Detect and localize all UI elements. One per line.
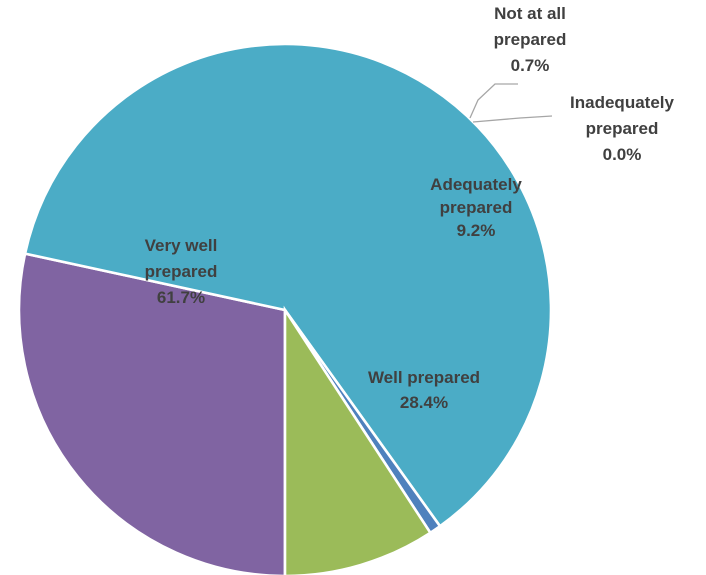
data-label-line: prepared <box>145 262 218 281</box>
data-label-line: Not at all <box>494 4 566 23</box>
data-label-line: prepared <box>586 119 659 138</box>
data-label-adequately-prepared: Adequately prepared 9.2% <box>430 175 522 240</box>
data-label-line: 9.2% <box>457 221 496 240</box>
leader-line-not-at-all-prepared <box>469 83 518 119</box>
pie-slices <box>17 42 553 575</box>
slice-well-prepared <box>17 252 287 575</box>
data-label-line: prepared <box>440 198 513 217</box>
data-label-line: Well prepared <box>368 368 480 387</box>
slice-labels: Well prepared 28.4% Very well prepared 61.7%… <box>145 4 675 412</box>
leader-line-inadequately-prepared <box>472 115 553 123</box>
slice-very-well-prepared <box>23 42 553 528</box>
data-label-line: 28.4% <box>400 393 448 412</box>
data-label-not-at-all-prepared: Not at all prepared 0.7% <box>494 4 567 75</box>
data-label-line: Very well <box>145 236 218 255</box>
data-label-line: prepared <box>494 30 567 49</box>
data-label-line: Adequately <box>430 175 522 194</box>
data-label-line: Inadequately <box>570 93 674 112</box>
data-label-inadequately-prepared: Inadequately prepared 0.0% <box>570 93 674 164</box>
data-label-line: 0.7% <box>511 56 550 75</box>
data-label-well-prepared: Well prepared 28.4% <box>368 368 480 412</box>
data-label-line: 0.0% <box>603 145 642 164</box>
data-label-very-well-prepared: Very well prepared 61.7% <box>145 236 218 307</box>
slice-adequately-prepared <box>283 305 433 575</box>
leader-lines <box>469 83 553 123</box>
data-label-line: 61.7% <box>157 288 205 307</box>
